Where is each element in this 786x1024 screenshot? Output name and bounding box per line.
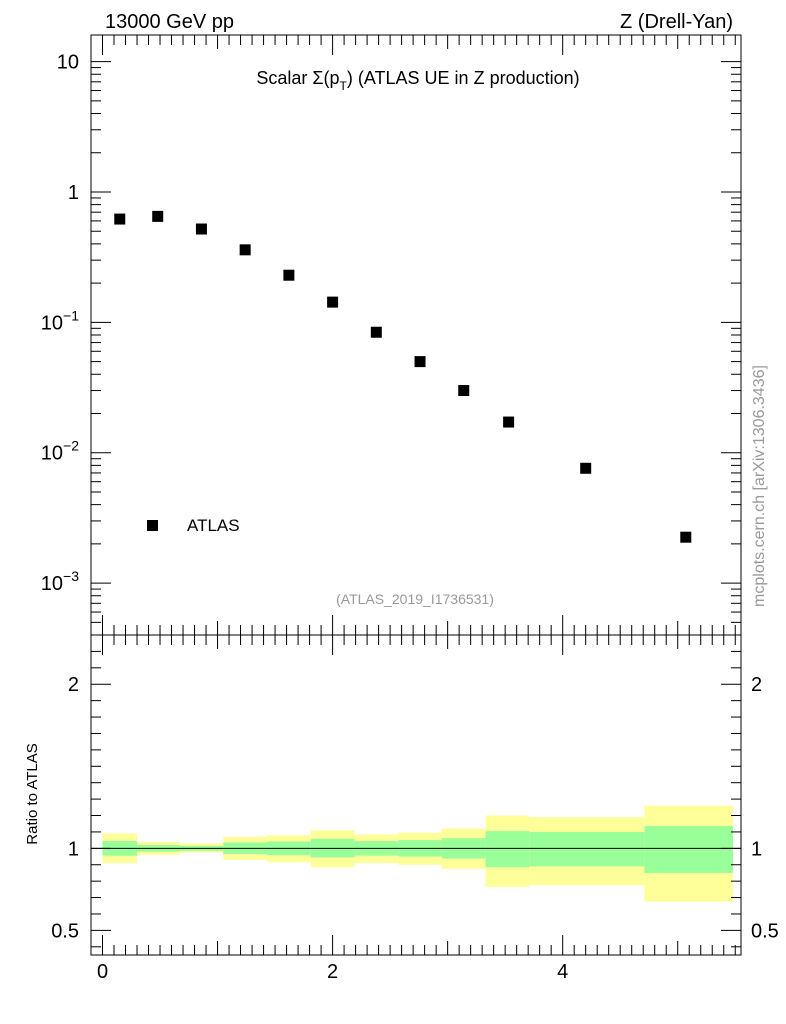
ratio-ytick-label-right: 0.5 [751,920,779,942]
ratio-xtick-label: 2 [327,961,338,983]
main-ytick-label: 10−3 [41,568,79,595]
data-point [114,213,126,225]
data-point [458,385,470,397]
data-point [503,416,515,428]
data-point [370,326,382,338]
ratio-ytick-label-right: 2 [751,674,762,696]
axes [90,34,742,956]
ratio-xtick-label: 4 [557,961,568,983]
ratio-panel: Ratio to ATLAS 0 2 4 2 2 1 1 0.5 0.5 [24,674,779,983]
ratio-frame [90,634,742,956]
legend-marker [147,520,158,531]
main-ytick-label: 10−2 [41,438,79,465]
main-title-prefix: Scalar Σ(p [256,68,339,88]
main-ytick-label: 10 [57,52,79,74]
main-ytick-label: 10−1 [41,307,79,334]
ratio-band-inner [529,831,645,867]
data-point [283,269,295,281]
main-title: Scalar Σ(pT) (ATLAS UE in Z production) [256,68,579,93]
ratio-band-inner [644,826,733,873]
ratio-ytick-label-left: 2 [68,674,79,696]
data-markers [114,210,692,543]
ratio-ytick-label-left: 0.5 [51,920,79,942]
ratio-ylabel: Ratio to ATLAS [24,743,41,844]
legend-label: ATLAS [187,516,240,535]
energy-label: 13000 GeV pp [105,11,234,33]
data-point [680,531,692,543]
main-ytick-label: 1 [68,182,79,204]
data-point [152,210,164,222]
main-panel: Scalar Σ(pT) (ATLAS UE in Z production) … [41,52,580,607]
analysis-id: (ATLAS_2019_I1736531) [336,591,494,607]
data-point [414,356,426,368]
ratio-xtick-label: 0 [97,961,108,983]
ratio-ytick-label-right: 1 [751,838,762,860]
data-point [239,244,251,256]
ratio-bands [91,805,741,902]
side-watermark: mcplots.cern.ch [arXiv:1306.3436] [751,365,768,607]
data-point [580,462,592,474]
process-label: Z (Drell-Yan) [620,11,733,33]
main-frame [90,34,742,636]
data-point [195,223,207,235]
main-title-suffix: ) (ATLAS UE in Z production) [347,68,580,88]
ratio-band-inner [485,831,530,868]
data-point [327,296,339,308]
ratio-ytick-label-left: 1 [68,838,79,860]
main-title-subscript: T [340,79,348,93]
